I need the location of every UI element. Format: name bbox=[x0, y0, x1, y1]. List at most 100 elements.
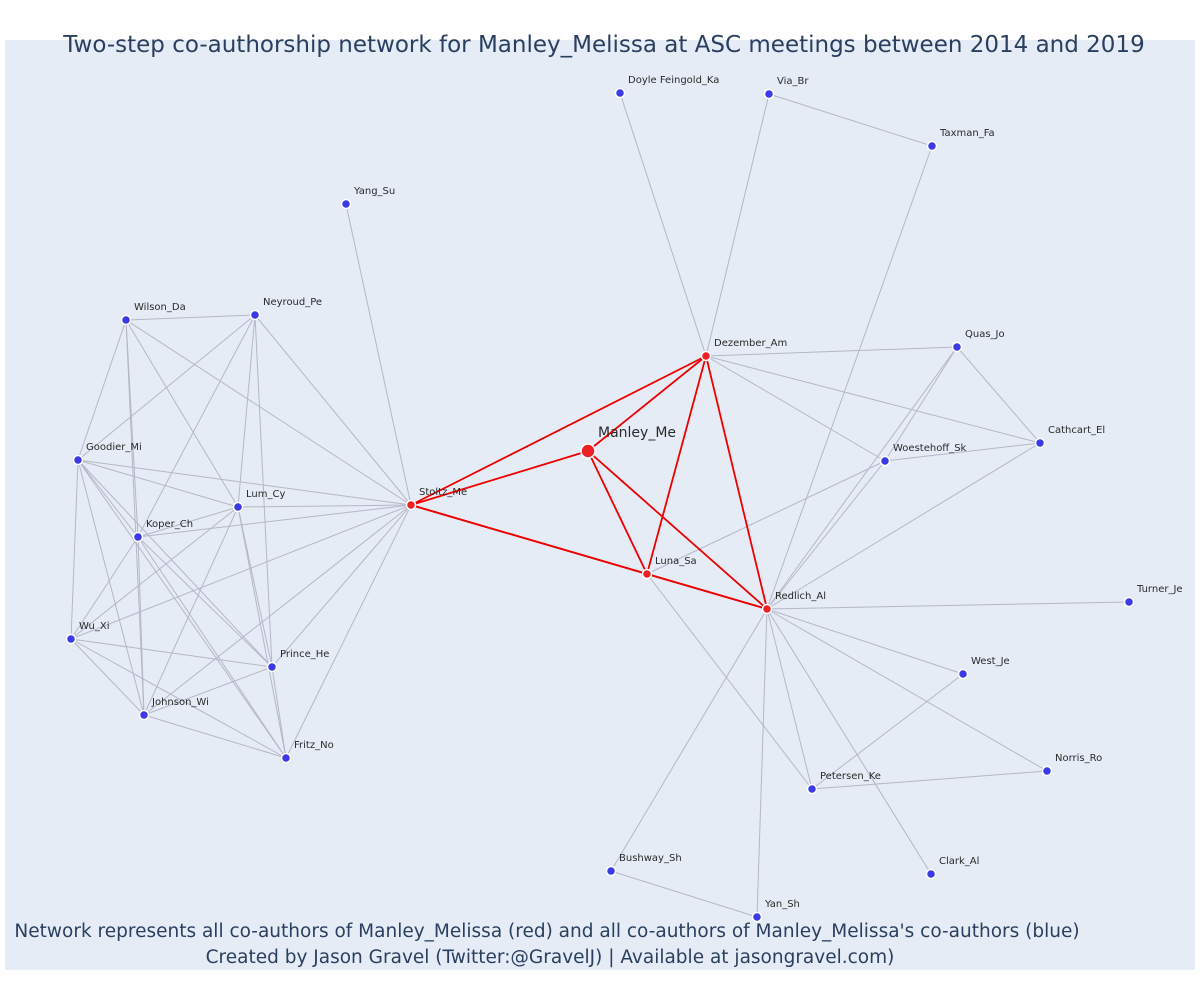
edge-goodier-mi-wu-xi bbox=[70, 459, 79, 640]
node-manley-me[interactable] bbox=[580, 443, 596, 459]
node-wilson-da[interactable] bbox=[120, 314, 132, 326]
edge-dezember-am-redlich-al bbox=[705, 355, 768, 610]
node-goodier-mi[interactable] bbox=[72, 454, 84, 466]
edge-lum-cy-wu-xi bbox=[70, 506, 239, 640]
edge-lum-cy-johnson-wi bbox=[143, 506, 239, 716]
node-label-goodier-mi: Goodier_Mi bbox=[86, 442, 142, 453]
node-koper-ch[interactable] bbox=[132, 531, 144, 543]
edge-goodier-mi-lum-cy bbox=[77, 459, 239, 508]
edge-woestehoff-sk-cathcart-el bbox=[884, 442, 1041, 462]
node-label-taxman-fa: Taxman_Fa bbox=[939, 128, 995, 139]
red-edges-layer bbox=[410, 355, 768, 610]
edge-quas-jo-redlich-al bbox=[766, 346, 958, 610]
edge-goodier-mi-koper-ch bbox=[77, 459, 139, 538]
edge-bushway-sh-yan-sh bbox=[610, 870, 758, 918]
node-label-wu-xi: Wu_Xi bbox=[79, 621, 110, 632]
node-label-stoltz-me: Stoltz_Me bbox=[419, 487, 467, 498]
node-label-quas-jo: Quas_Jo bbox=[965, 329, 1005, 340]
node-wu-xi[interactable] bbox=[65, 633, 77, 645]
node-label-turner-je: Turner_Je bbox=[1136, 584, 1183, 595]
edge-norris-ro-petersen-ke bbox=[811, 770, 1048, 790]
edge-manley-me-dezember-am bbox=[587, 355, 707, 452]
edge-dezember-am-luna-sa bbox=[646, 355, 707, 575]
edge-taxman-fa-redlich-al bbox=[766, 145, 933, 610]
edge-wilson-da-stoltz-me bbox=[125, 319, 412, 506]
node-label-yang-su: Yang_Su bbox=[353, 186, 395, 197]
edge-neyroud-pe-stoltz-me bbox=[254, 314, 412, 506]
node-via-br[interactable] bbox=[763, 88, 775, 100]
node-luna-sa[interactable] bbox=[641, 568, 653, 580]
edge-quas-jo-woestehoff-sk bbox=[884, 346, 958, 462]
edge-west-je-petersen-ke bbox=[811, 673, 964, 790]
edge-redlich-al-clark-al bbox=[766, 608, 932, 875]
edge-redlich-al-west-je bbox=[766, 608, 964, 675]
node-label-petersen-ke: Petersen_Ke bbox=[820, 771, 881, 782]
edge-redlich-al-turner-je bbox=[766, 601, 1130, 610]
node-dezember-am[interactable] bbox=[700, 350, 712, 362]
edge-yang-su-stoltz-me bbox=[345, 203, 412, 506]
edge-doyle-feingold-ka-dezember-am bbox=[619, 92, 707, 357]
node-label-dezember-am: Dezember_Am bbox=[714, 338, 787, 349]
node-redlich-al[interactable] bbox=[761, 603, 773, 615]
node-fritz-no[interactable] bbox=[280, 752, 292, 764]
node-yan-sh[interactable] bbox=[751, 911, 763, 923]
edge-manley-me-redlich-al bbox=[587, 450, 768, 610]
node-petersen-ke[interactable] bbox=[806, 783, 818, 795]
node-lum-cy[interactable] bbox=[232, 501, 244, 513]
edge-via-br-taxman-fa bbox=[768, 93, 933, 147]
edge-koper-ch-fritz-no bbox=[137, 536, 287, 759]
node-bushway-sh[interactable] bbox=[605, 865, 617, 877]
node-clark-al[interactable] bbox=[925, 868, 937, 880]
edge-cathcart-el-redlich-al bbox=[766, 442, 1041, 610]
node-johnson-wi[interactable] bbox=[138, 709, 150, 721]
node-turner-je[interactable] bbox=[1123, 596, 1135, 608]
node-neyroud-pe[interactable] bbox=[249, 309, 261, 321]
node-label-woestehoff-sk: Woestehoff_Sk bbox=[893, 443, 967, 454]
edge-dezember-am-cathcart-el bbox=[705, 355, 1041, 444]
edge-wu-xi-stoltz-me bbox=[70, 504, 412, 640]
edge-goodier-mi-stoltz-me bbox=[77, 459, 412, 506]
edge-koper-ch-stoltz-me bbox=[137, 504, 412, 538]
node-prince-he[interactable] bbox=[266, 661, 278, 673]
edge-neyroud-pe-koper-ch bbox=[137, 314, 256, 538]
edge-koper-ch-prince-he bbox=[137, 536, 273, 668]
node-label-bushway-sh: Bushway_Sh bbox=[619, 853, 682, 864]
edge-johnson-wi-fritz-no bbox=[143, 714, 287, 759]
node-label-prince-he: Prince_He bbox=[280, 649, 329, 660]
labels-layer: Manley_Me Stoltz_Me Dezember_Am Luna_Sa Redl… bbox=[79, 75, 1183, 910]
edge-redlich-al-yan-sh bbox=[756, 608, 768, 918]
edge-manley-me-luna-sa bbox=[587, 450, 648, 575]
node-quas-jo[interactable] bbox=[951, 341, 963, 353]
node-yang-su[interactable] bbox=[340, 198, 352, 210]
edge-lum-cy-koper-ch bbox=[137, 506, 239, 538]
node-woestehoff-sk[interactable] bbox=[879, 455, 891, 467]
node-label-redlich-al: Redlich_Al bbox=[775, 591, 826, 602]
node-label-doyle-feingold-ka: Doyle Feingold_Ka bbox=[628, 75, 719, 86]
node-west-je[interactable] bbox=[957, 668, 969, 680]
edge-goodier-mi-fritz-no bbox=[77, 459, 287, 759]
edge-lum-cy-stoltz-me bbox=[237, 504, 412, 508]
edge-wilson-da-goodier-mi bbox=[77, 319, 127, 461]
edge-wu-xi-fritz-no bbox=[70, 638, 287, 759]
node-taxman-fa[interactable] bbox=[926, 140, 938, 152]
node-cathcart-el[interactable] bbox=[1034, 437, 1046, 449]
edge-via-br-dezember-am bbox=[705, 93, 770, 357]
edge-neyroud-pe-goodier-mi bbox=[77, 314, 256, 461]
node-label-cathcart-el: Cathcart_El bbox=[1048, 425, 1105, 436]
node-label-koper-ch: Koper_Ch bbox=[146, 519, 193, 530]
node-label-west-je: West_Je bbox=[971, 656, 1010, 667]
edge-koper-ch-johnson-wi bbox=[137, 536, 145, 716]
edge-woestehoff-sk-luna-sa bbox=[646, 460, 886, 575]
edge-redlich-al-norris-ro bbox=[766, 608, 1048, 772]
node-label-johnson-wi: Johnson_Wi bbox=[151, 697, 209, 708]
node-norris-ro[interactable] bbox=[1041, 765, 1053, 777]
edge-dezember-am-woestehoff-sk bbox=[705, 355, 886, 462]
node-label-via-br: Via_Br bbox=[777, 76, 809, 87]
node-stoltz-me[interactable] bbox=[405, 499, 417, 511]
plot-background bbox=[5, 40, 1195, 970]
node-label-wilson-da: Wilson_Da bbox=[134, 302, 186, 313]
edge-woestehoff-sk-redlich-al bbox=[766, 460, 886, 610]
node-doyle-feingold-ka[interactable] bbox=[614, 87, 626, 99]
edge-luna-sa-petersen-ke bbox=[646, 573, 813, 790]
edge-luna-sa-redlich-al bbox=[646, 573, 768, 610]
